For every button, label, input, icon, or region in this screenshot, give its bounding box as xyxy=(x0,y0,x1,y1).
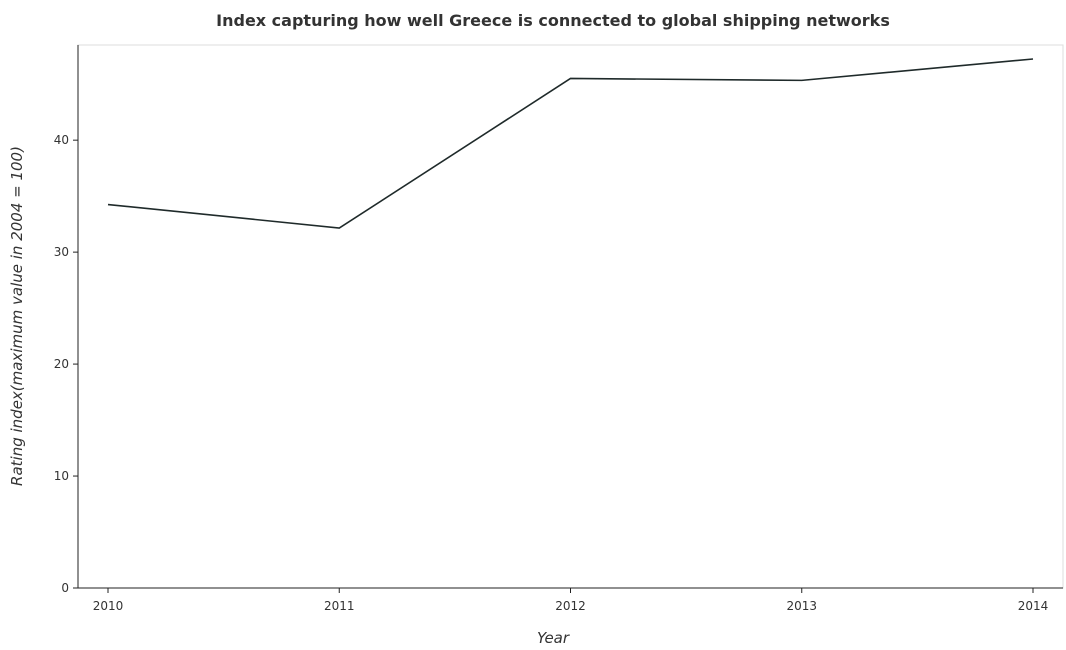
x-axis-label: Year xyxy=(537,629,570,647)
series-line-greece xyxy=(107,58,1034,229)
x-axis-ticks: 2010 2011 2012 2013 2014 xyxy=(93,588,1049,613)
y-tick-label: 10 xyxy=(54,469,69,483)
chart-title: Index capturing how well Greece is conne… xyxy=(216,11,890,30)
x-tick-label: 2012 xyxy=(555,599,586,613)
x-tick-label: 2010 xyxy=(93,599,124,613)
x-tick-label: 2013 xyxy=(786,599,817,613)
x-tick-label: 2011 xyxy=(324,599,355,613)
plot-area xyxy=(77,44,1064,589)
y-tick-label: 30 xyxy=(54,245,69,259)
y-tick-label: 20 xyxy=(54,357,69,371)
x-tick-label: 2014 xyxy=(1018,599,1049,613)
y-axis-ticks: 0 10 20 30 40 xyxy=(54,133,78,595)
y-axis-label: Rating index(maximum value in 2004 = 100… xyxy=(8,146,26,486)
y-tick-label: 40 xyxy=(54,133,69,147)
y-tick-label: 0 xyxy=(61,581,69,595)
